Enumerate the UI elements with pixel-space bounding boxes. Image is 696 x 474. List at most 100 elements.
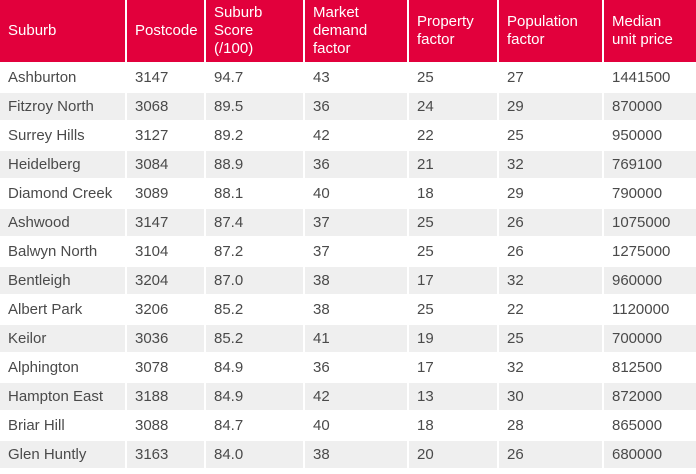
table-cell: Glen Huntly xyxy=(0,439,127,468)
table-cell: 29 xyxy=(498,178,604,208)
table-cell: 3089 xyxy=(126,178,206,208)
table-row: Briar Hill 3088 84.7 40 18 28 865000 xyxy=(0,410,696,440)
table-cell: Fitzroy North xyxy=(0,91,127,121)
table-cell: 3084 xyxy=(126,149,206,179)
table-cell: 29 xyxy=(498,91,604,121)
table-cell: 17 xyxy=(408,352,499,382)
table-cell: 26 xyxy=(498,236,604,266)
table-cell: 36 xyxy=(304,149,409,179)
table-body: Ashburton 3147 94.7 43 25 27 1441500 Fitzroy No… xyxy=(0,62,696,468)
table-cell: 88.9 xyxy=(205,149,305,179)
table-cell: 3068 xyxy=(126,91,206,121)
table-cell: 26 xyxy=(498,207,604,237)
table-header: Suburb Postcode Suburb Score (/100) Mark… xyxy=(0,0,696,63)
table-cell: 950000 xyxy=(603,120,696,150)
table-cell: 812500 xyxy=(603,352,696,382)
table-cell: 3206 xyxy=(126,294,206,324)
table-cell: 84.7 xyxy=(205,410,305,440)
table-cell: 40 xyxy=(304,410,409,440)
column-header-median-unit-price: Median unit price xyxy=(603,0,696,63)
table-cell: 27 xyxy=(498,62,604,92)
table-cell: 865000 xyxy=(603,410,696,440)
table-row: Keilor 3036 85.2 41 19 25 700000 xyxy=(0,323,696,353)
table-cell: 38 xyxy=(304,265,409,295)
column-header-population-factor: Population factor xyxy=(498,0,604,63)
table-cell: 87.2 xyxy=(205,236,305,266)
table-cell: 32 xyxy=(498,352,604,382)
table-cell: 88.1 xyxy=(205,178,305,208)
table-row: Balwyn North 3104 87.2 37 25 26 1275000 xyxy=(0,236,696,266)
table-cell: 26 xyxy=(498,439,604,468)
table-cell: Alphington xyxy=(0,352,127,382)
table-cell: 38 xyxy=(304,294,409,324)
table-cell: 36 xyxy=(304,91,409,121)
table-cell: 3036 xyxy=(126,323,206,353)
table-cell: 3147 xyxy=(126,207,206,237)
table-cell: 3078 xyxy=(126,352,206,382)
header-row: Suburb Postcode Suburb Score (/100) Mark… xyxy=(0,0,696,63)
table-cell: 680000 xyxy=(603,439,696,468)
table-cell: 17 xyxy=(408,265,499,295)
table-cell: Ashburton xyxy=(0,62,127,92)
table-cell: 41 xyxy=(304,323,409,353)
table-cell: 1075000 xyxy=(603,207,696,237)
table-row: Ashburton 3147 94.7 43 25 27 1441500 xyxy=(0,62,696,92)
table-cell: 84.9 xyxy=(205,381,305,411)
table-cell: 870000 xyxy=(603,91,696,121)
table-row: Ashwood 3147 87.4 37 25 26 1075000 xyxy=(0,207,696,237)
table-row: Alphington 3078 84.9 36 17 32 812500 xyxy=(0,352,696,382)
table-cell: 25 xyxy=(408,236,499,266)
table-row: Diamond Creek 3089 88.1 40 18 29 790000 xyxy=(0,178,696,208)
table-cell: 24 xyxy=(408,91,499,121)
table-cell: 19 xyxy=(408,323,499,353)
table-cell: 22 xyxy=(498,294,604,324)
table-row: Hampton East 3188 84.9 42 13 30 872000 xyxy=(0,381,696,411)
table-cell: 84.9 xyxy=(205,352,305,382)
column-header-property-factor: Property factor xyxy=(408,0,499,63)
column-header-postcode: Postcode xyxy=(126,0,206,63)
table-row: Bentleigh 3204 87.0 38 17 32 960000 xyxy=(0,265,696,295)
table-cell: 769100 xyxy=(603,149,696,179)
table-cell: 3127 xyxy=(126,120,206,150)
table-cell: 94.7 xyxy=(205,62,305,92)
table-cell: 84.0 xyxy=(205,439,305,468)
table-cell: Briar Hill xyxy=(0,410,127,440)
table-cell: 3163 xyxy=(126,439,206,468)
table-cell: 36 xyxy=(304,352,409,382)
table-cell: Keilor xyxy=(0,323,127,353)
table-cell: 3188 xyxy=(126,381,206,411)
table-cell: 25 xyxy=(408,207,499,237)
table-cell: 1441500 xyxy=(603,62,696,92)
table-cell: 25 xyxy=(408,62,499,92)
table-cell: 37 xyxy=(304,236,409,266)
table-row: Heidelberg 3084 88.9 36 21 32 769100 xyxy=(0,149,696,179)
table-cell: Balwyn North xyxy=(0,236,127,266)
table-row: Glen Huntly 3163 84.0 38 20 26 680000 xyxy=(0,439,696,468)
table-cell: 43 xyxy=(304,62,409,92)
table-cell: Bentleigh xyxy=(0,265,127,295)
table-cell: 25 xyxy=(498,120,604,150)
table-cell: 32 xyxy=(498,149,604,179)
table-cell: 1120000 xyxy=(603,294,696,324)
table-cell: Heidelberg xyxy=(0,149,127,179)
table-cell: 85.2 xyxy=(205,294,305,324)
table-cell: Albert Park xyxy=(0,294,127,324)
table-cell: 960000 xyxy=(603,265,696,295)
table-cell: 25 xyxy=(498,323,604,353)
table-cell: 30 xyxy=(498,381,604,411)
table-cell: 89.5 xyxy=(205,91,305,121)
table-cell: 85.2 xyxy=(205,323,305,353)
table-cell: 13 xyxy=(408,381,499,411)
table-cell: 22 xyxy=(408,120,499,150)
table-cell: 18 xyxy=(408,410,499,440)
table-cell: 1275000 xyxy=(603,236,696,266)
table-cell: 20 xyxy=(408,439,499,468)
table-cell: 42 xyxy=(304,381,409,411)
column-header-suburb-score: Suburb Score (/100) xyxy=(205,0,305,63)
table-cell: 3204 xyxy=(126,265,206,295)
table-cell: 700000 xyxy=(603,323,696,353)
table-cell: 3104 xyxy=(126,236,206,266)
table-row: Surrey Hills 3127 89.2 42 22 25 950000 xyxy=(0,120,696,150)
